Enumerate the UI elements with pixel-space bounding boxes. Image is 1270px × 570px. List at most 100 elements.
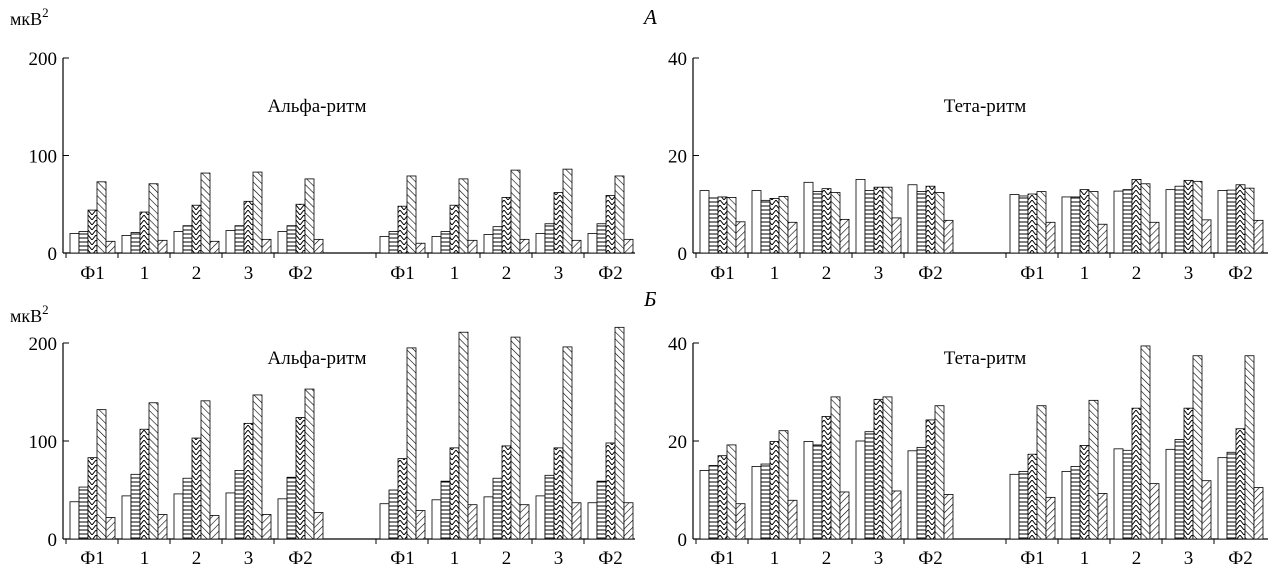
bar	[121, 235, 132, 254]
x-tick-label: Ф2	[1228, 263, 1253, 284]
bar	[787, 221, 798, 254]
bar	[1122, 449, 1133, 540]
bar	[778, 430, 789, 540]
bar	[440, 231, 451, 254]
bar	[501, 197, 512, 254]
panel-letter-a: А	[642, 5, 657, 29]
panel-title: Альфа-ритм	[268, 96, 367, 117]
x-tick-label: Ф1	[1020, 263, 1045, 284]
bar	[839, 491, 850, 540]
bar	[261, 238, 272, 254]
x-tick-label: 1	[770, 548, 780, 569]
bar	[96, 181, 107, 254]
panel-a-alpha: 0 100 200 Альфа-ритм Ф1 1 2 3 Ф2 Ф1 1 2 3 Ф2	[29, 49, 635, 284]
bar	[191, 437, 202, 540]
bar	[286, 476, 297, 540]
bar	[431, 499, 442, 540]
x-tick-label: 3	[1184, 263, 1194, 284]
bar	[1192, 355, 1203, 540]
bar	[943, 219, 954, 254]
x-tick-label: 3	[554, 548, 564, 569]
bar	[934, 405, 945, 540]
y-tick-label: 100	[29, 432, 58, 453]
bar	[1174, 185, 1185, 254]
x-tick-label: 2	[822, 548, 832, 569]
bar	[182, 225, 193, 254]
bar	[69, 501, 80, 540]
bar	[535, 233, 546, 254]
x-tick-label: Ф1	[390, 548, 415, 569]
bar	[1113, 190, 1124, 254]
bar	[1183, 407, 1194, 540]
bar	[1183, 179, 1194, 254]
bar	[148, 183, 159, 254]
y-tick-label: 20	[668, 147, 687, 168]
bar	[821, 188, 832, 254]
bar	[200, 400, 211, 540]
bar	[379, 236, 390, 254]
y-tick-label: 100	[29, 147, 58, 168]
bar	[277, 498, 288, 540]
panel-b-theta: 0 20 40 Тета-ритм Ф1 1 2 3 Ф2 Ф1 1 2 3 Ф2	[668, 334, 1268, 569]
bar	[882, 186, 893, 254]
bar	[510, 336, 521, 540]
x-tick-label: 3	[554, 263, 564, 284]
x-tick-label: 3	[244, 263, 254, 284]
bar	[467, 504, 478, 540]
bar	[388, 231, 399, 254]
bar	[830, 192, 841, 254]
x-tick-label: Ф1	[710, 263, 735, 284]
bar	[1061, 196, 1072, 254]
bar	[708, 197, 719, 254]
bar	[1079, 189, 1090, 254]
bar	[1113, 448, 1124, 540]
bar	[787, 499, 798, 540]
x-tick-label: Ф2	[288, 548, 313, 569]
bar	[458, 178, 469, 254]
bar	[1244, 355, 1255, 540]
bar	[69, 233, 80, 254]
unit-label-bottom: мкВ2	[10, 302, 49, 326]
panel-b-alpha: 0 100 200 Альфа-ритм Ф1 1 2 3 Ф2 Ф1 1 2 3 Ф2	[29, 326, 635, 569]
bar	[925, 185, 936, 254]
x-tick-label: Ф1	[1020, 548, 1045, 569]
bar	[406, 175, 417, 254]
bar	[1165, 189, 1176, 254]
bar	[934, 192, 945, 254]
bar	[105, 240, 116, 254]
bar	[812, 444, 823, 540]
bar	[492, 477, 503, 540]
x-tick-label: 2	[502, 548, 512, 569]
bar	[1097, 223, 1108, 254]
bar	[1131, 178, 1142, 254]
bar	[751, 190, 762, 254]
bar	[916, 446, 927, 540]
bar	[1149, 483, 1160, 540]
x-tick-label: 1	[1080, 263, 1090, 284]
bar	[483, 234, 494, 254]
bar	[596, 480, 607, 540]
bar	[614, 175, 625, 254]
bar	[855, 440, 866, 540]
bar	[1174, 439, 1185, 540]
bar	[121, 495, 132, 540]
x-tick-label: Ф2	[288, 263, 313, 284]
bar	[812, 191, 823, 254]
bar	[313, 512, 324, 540]
bar	[760, 199, 771, 254]
bar	[277, 231, 288, 254]
bar	[562, 346, 573, 540]
bar	[388, 489, 399, 540]
bar	[182, 477, 193, 540]
bar	[1027, 193, 1038, 254]
bar	[1201, 480, 1212, 540]
bar	[467, 239, 478, 254]
y-tick-label: 40	[668, 49, 687, 70]
bar	[587, 502, 598, 540]
bar	[769, 197, 780, 254]
bar	[173, 493, 184, 540]
bar	[699, 469, 710, 540]
bar	[173, 231, 184, 254]
bar	[1018, 195, 1029, 254]
bar	[1217, 190, 1228, 254]
